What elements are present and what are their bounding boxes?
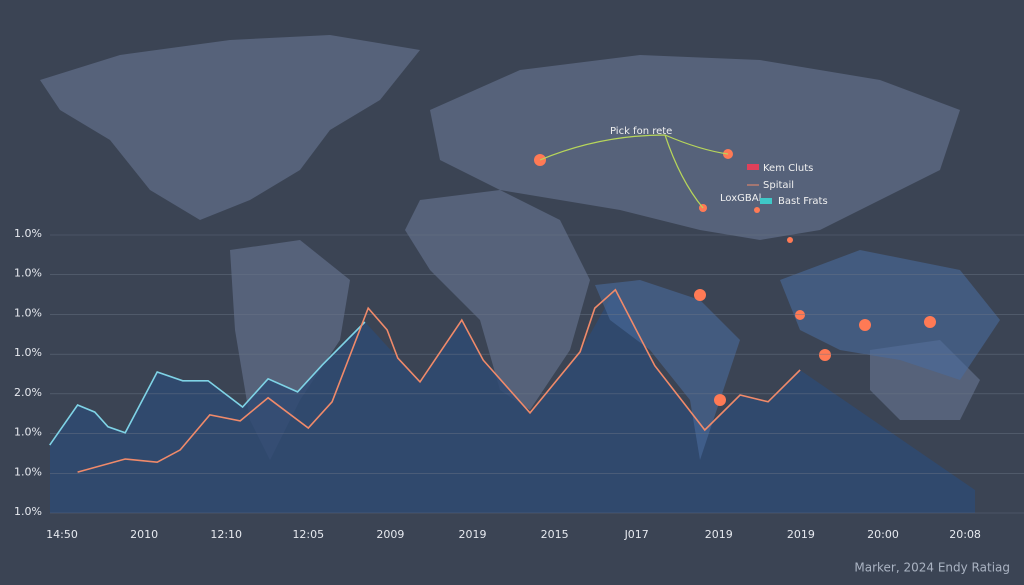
series-line [77,288,801,473]
y-tick-label: 1.0% [14,267,42,280]
y-tick-label: 1.0% [14,306,42,319]
legend-swatch [760,198,772,204]
x-tick-label: J017 [624,528,649,541]
series-line [49,321,366,446]
y-tick-label: 1.0% [14,426,42,439]
legend: Kem Cluts Spitail Bast Frats [747,163,828,207]
x-tick-label: 2019 [459,528,487,541]
y-tick-label: 2.0% [14,386,42,399]
x-tick-label: 12:05 [292,528,324,541]
x-tick-label: 2019 [787,528,815,541]
x-tick-label: 12:10 [210,528,242,541]
x-tick-label: 20:08 [949,528,981,541]
y-tick-label: 1.0% [14,227,42,240]
area-fill [50,250,1000,513]
annotation: Pick fon rete [610,126,672,137]
legend-label: Bast Frats [778,196,828,207]
route [539,134,729,209]
x-tick-label: 2010 [130,528,158,541]
x-tick-label: 20:00 [867,528,899,541]
x-tick-label: 2009 [376,528,404,541]
y-tick-label: 1.0% [14,505,42,518]
legend-swatch [747,164,759,170]
x-tick-label: 14:50 [46,528,78,541]
y-tick-label: 1.0% [14,465,42,478]
y-tick-label: 1.0% [14,346,42,359]
legend-label: Spitail [763,180,794,191]
x-tick-label: 2019 [705,528,733,541]
footer: Marker, 2024 Endy Ratiag [854,561,1010,575]
annotation: LoxGBAl [720,193,761,204]
legend-label: Kem Cluts [763,163,813,174]
x-tick-label: 2015 [541,528,569,541]
